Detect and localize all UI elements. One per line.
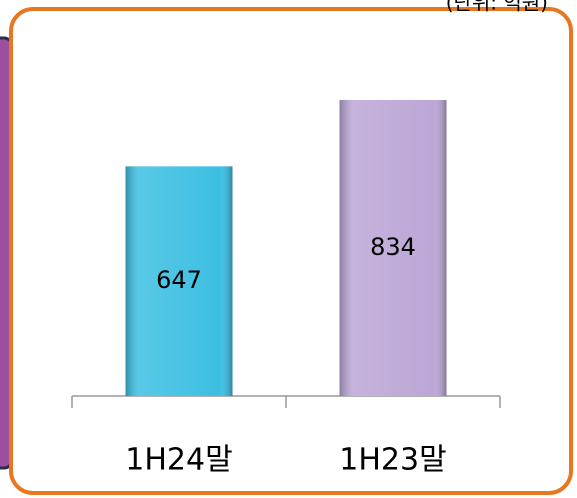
value-label: 834 [370, 233, 416, 261]
unit-label: (단위: 억원) [446, 0, 548, 15]
x-tick-label: 1H23말 [339, 443, 446, 478]
value-label: 647 [156, 266, 202, 294]
bar-shade [125, 166, 233, 396]
bar-shade [339, 100, 447, 396]
x-tick-label: 1H24말 [125, 443, 232, 478]
frame [9, 7, 573, 495]
